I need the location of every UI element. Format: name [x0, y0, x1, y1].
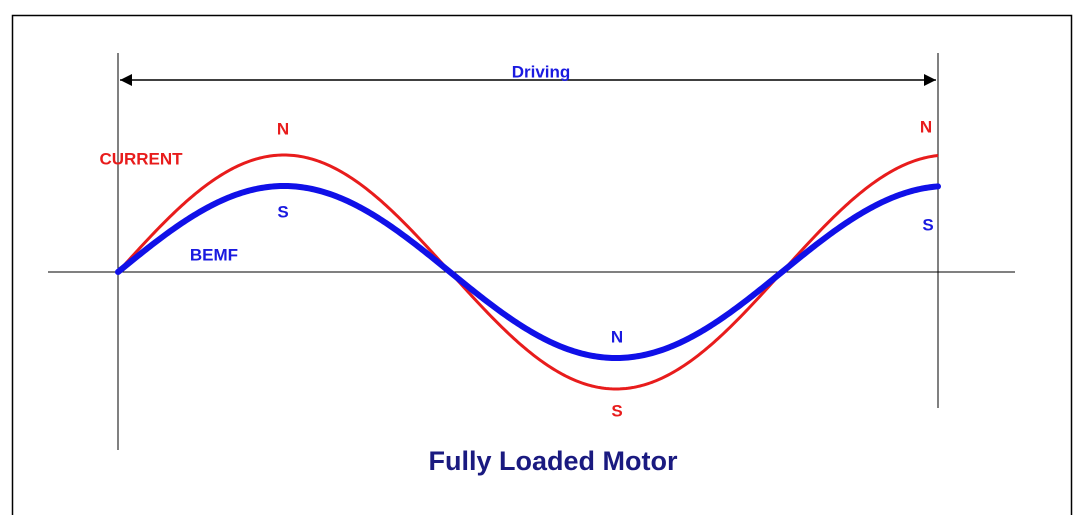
caption: Fully Loaded Motor — [429, 446, 678, 476]
current-label: CURRENT — [99, 149, 183, 168]
bemf-label: BEMF — [190, 245, 238, 264]
pole-label: S — [611, 401, 622, 420]
pole-label: S — [922, 215, 933, 234]
bemf-curve — [115, 182, 941, 362]
arrow-label: Driving — [512, 62, 571, 81]
pole-label: N — [277, 119, 289, 138]
pole-label: N — [611, 327, 623, 346]
current-curve — [116, 153, 939, 391]
pole-label: S — [277, 202, 288, 221]
pole-label: N — [920, 117, 932, 136]
frame — [11, 14, 1073, 520]
